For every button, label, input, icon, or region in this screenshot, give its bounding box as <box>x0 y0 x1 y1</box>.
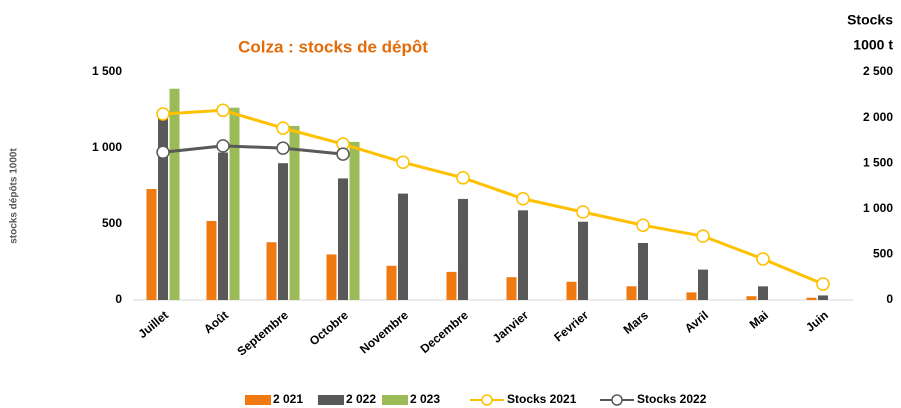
legend-label: Stocks 2021 <box>507 392 577 406</box>
bar <box>518 210 528 300</box>
x-tick-label: Juin <box>803 308 831 335</box>
y2-tick-label: 1 000 <box>863 201 893 215</box>
bar <box>158 114 168 300</box>
legend-label: 2 022 <box>346 392 376 406</box>
bar <box>638 243 648 300</box>
y2-axis-label: 1000 t <box>853 37 893 53</box>
line <box>162 144 344 156</box>
bar <box>266 242 277 300</box>
legend-marker <box>481 394 493 406</box>
line-marker <box>756 252 770 266</box>
bar <box>578 221 588 300</box>
x-tick-label: Fevrier <box>551 308 591 345</box>
line <box>162 108 824 286</box>
bar <box>349 141 360 300</box>
y2-tick-label: 2 000 <box>863 110 893 124</box>
line-marker <box>216 103 230 118</box>
bar <box>278 163 288 300</box>
bar <box>566 281 577 300</box>
y-tick-label: 1 500 <box>92 64 122 78</box>
x-tick-label: Septembre <box>234 308 291 359</box>
x-tick-label: Mai <box>747 308 771 332</box>
bar <box>338 178 348 300</box>
bar <box>686 292 697 300</box>
x-tick-label: Mars <box>621 308 652 337</box>
line-marker <box>576 205 590 219</box>
bar <box>626 286 637 300</box>
line-marker <box>156 145 170 160</box>
legend-marker <box>611 394 623 406</box>
y2-tick-label: 0 <box>886 292 893 306</box>
x-tick-label: Octobre <box>307 308 351 349</box>
bar <box>506 277 517 300</box>
bar <box>218 152 228 300</box>
bar <box>458 198 468 300</box>
legend-label: 2 021 <box>273 392 303 406</box>
bar <box>229 107 240 300</box>
bar <box>758 286 768 300</box>
x-tick-label: Août <box>201 308 231 336</box>
y-tick-label: 0 <box>115 292 122 306</box>
x-tick-label: Avril <box>682 308 711 336</box>
y2-axis-label: Stocks <box>847 12 893 28</box>
bar <box>289 125 300 301</box>
chart-title: Colza : stocks de dépôt <box>238 37 428 56</box>
bar <box>746 296 757 300</box>
line-marker <box>396 155 410 170</box>
y2-tick-label: 500 <box>873 247 893 261</box>
x-tick-label: Juillet <box>135 308 171 341</box>
line-marker <box>276 141 290 155</box>
bar <box>806 297 817 300</box>
y2-tick-label: 2 500 <box>863 64 893 78</box>
y-tick-label: 1 000 <box>92 140 122 154</box>
x-tick-label: Novembre <box>357 308 411 357</box>
bar <box>206 220 217 300</box>
legend-swatch <box>382 395 408 405</box>
y-axis-label: stocks dépôts 1000t <box>9 148 20 244</box>
line-marker <box>216 139 230 153</box>
line-marker <box>276 121 290 135</box>
legend-label: 2 023 <box>410 392 440 406</box>
x-tick-label: Decembre <box>418 308 472 356</box>
line-marker <box>816 277 830 291</box>
bar <box>169 88 180 300</box>
legend-swatch <box>245 395 271 405</box>
bar <box>698 269 708 300</box>
line-marker <box>456 171 470 185</box>
legend-swatch <box>318 395 344 405</box>
bar <box>386 265 397 300</box>
line-marker <box>516 192 530 206</box>
y-tick-label: 500 <box>102 216 122 230</box>
bar <box>146 189 157 300</box>
bar <box>398 193 408 300</box>
bar <box>446 271 457 300</box>
bar <box>818 295 828 300</box>
x-tick-label: Janvier <box>490 308 531 346</box>
y2-tick-label: 1 500 <box>863 155 893 169</box>
line-marker <box>156 107 170 121</box>
legend-label: Stocks 2022 <box>637 392 707 406</box>
line-marker <box>636 218 650 232</box>
line-marker <box>336 147 350 161</box>
bar <box>326 254 337 300</box>
line-marker <box>696 229 710 243</box>
